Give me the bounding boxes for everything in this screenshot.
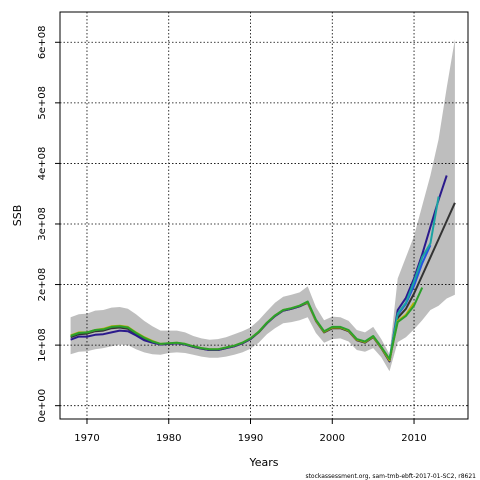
x-tick-label: 2010 (401, 433, 426, 444)
y-tick-label: 0e+00 (37, 389, 48, 423)
series-line-teal (388, 196, 440, 360)
axis-layer: 1970 1980 1990 2000 2010 0e+00 1e+08 2e+08 3e+08… (37, 25, 427, 444)
y-tick-label: 2e+08 (37, 268, 48, 302)
y-tick-label: 6e+08 (37, 25, 48, 59)
y-axis-title: SSB (11, 205, 24, 227)
x-tick-label: 2000 (320, 433, 345, 444)
series-layer (70, 175, 456, 363)
y-tick-label: 4e+08 (37, 147, 48, 181)
y-tick-label: 5e+08 (37, 86, 48, 120)
plot-frame (59, 11, 469, 420)
series-line-green (70, 287, 424, 360)
y-tick-label: 3e+08 (37, 207, 48, 241)
x-tick-label: 1990 (238, 433, 263, 444)
confidence-band-layer (70, 39, 455, 372)
x-tick-label: 1970 (74, 433, 99, 444)
grid-layer (60, 12, 468, 419)
x-tick-label: 1980 (156, 433, 181, 444)
y-tick-label: 1e+08 (37, 328, 48, 362)
x-axis-title: Years (248, 456, 278, 469)
confidence-band (70, 39, 455, 372)
chart-footnote: stockassessment.org, sam-tmb-ebft-2017-0… (305, 473, 476, 480)
